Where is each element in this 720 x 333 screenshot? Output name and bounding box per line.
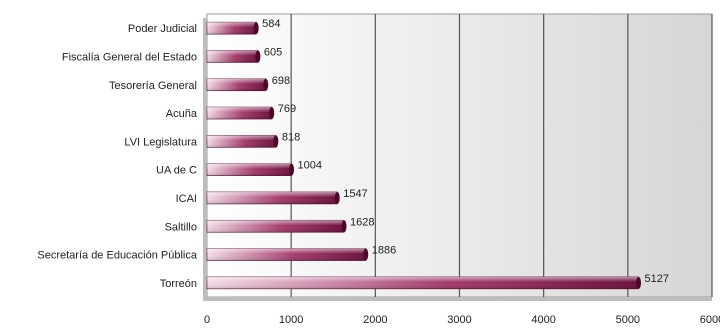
- x-tick-label: 5000: [616, 314, 640, 326]
- x-tick-label: 4000: [531, 314, 555, 326]
- y-tick-label: ICAI: [176, 193, 197, 205]
- bar-highlight: [207, 220, 345, 233]
- bar-value-label: 1004: [298, 160, 322, 172]
- x-tick-label: 6000: [700, 314, 720, 326]
- x-tick-label: 0: [204, 314, 210, 326]
- bar-value-label: 698: [272, 75, 290, 87]
- bar-highlight: [207, 78, 266, 91]
- bar-value-label: 1628: [350, 216, 374, 228]
- x-tick-label: 3000: [447, 314, 471, 326]
- bar-value-label: 769: [278, 103, 296, 115]
- bar-value-label: 1547: [343, 188, 367, 200]
- bar-end-cap: [363, 248, 369, 261]
- bar-end-cap: [255, 50, 261, 63]
- y-tick-label: UA de C: [156, 165, 197, 177]
- y-tick-label: Fiscalía General del Estado: [62, 51, 197, 63]
- plot-floor: [203, 297, 712, 301]
- bar-value-label: 605: [264, 46, 282, 58]
- bar-end-cap: [253, 22, 259, 35]
- y-tick-label: Poder Judicial: [128, 23, 197, 35]
- bar-highlight: [207, 135, 276, 148]
- bar-value-label: 584: [262, 18, 280, 30]
- bar-highlight: [207, 191, 338, 204]
- x-tick-label: 2000: [363, 314, 387, 326]
- bar-highlight: [207, 22, 257, 35]
- y-tick-label: Secretaría de Educación Pública: [37, 250, 197, 262]
- bar-end-cap: [334, 191, 340, 204]
- bar-end-cap: [289, 163, 295, 176]
- bar-end-cap: [341, 220, 347, 233]
- bar-end-cap: [273, 135, 279, 148]
- bar-value-label: 1886: [372, 245, 396, 257]
- y-tick-label: Tesorería General: [109, 80, 197, 92]
- bar-highlight: [207, 50, 258, 63]
- bar-value-label: 5127: [645, 273, 669, 285]
- bar-highlight: [207, 163, 292, 176]
- bar-end-cap: [263, 78, 269, 91]
- bar-highlight: [207, 107, 272, 120]
- y-tick-label: LVI Legislatura: [124, 136, 197, 148]
- bar-highlight: [207, 276, 639, 289]
- bar-end-cap: [269, 107, 275, 120]
- x-tick-label: 1000: [279, 314, 303, 326]
- bar-highlight: [207, 248, 366, 261]
- y-tick-label: Saltillo: [165, 221, 197, 233]
- y-tick-label: Acuña: [166, 108, 198, 120]
- bar-end-cap: [636, 276, 642, 289]
- bar-value-label: 818: [282, 131, 300, 143]
- plot-side-wall: [203, 18, 207, 301]
- y-tick-label: Torreón: [160, 278, 197, 290]
